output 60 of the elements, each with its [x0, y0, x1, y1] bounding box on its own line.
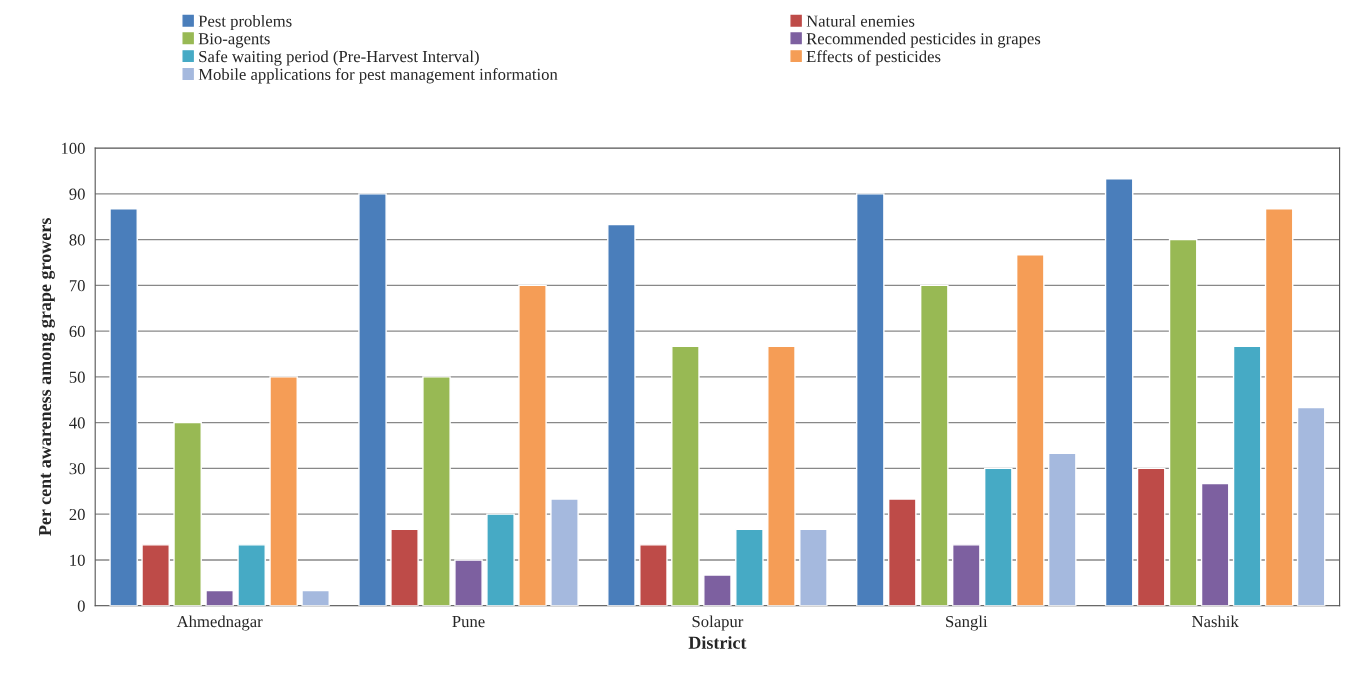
- bar: [269, 376, 298, 606]
- y-tick-label: 80: [69, 234, 85, 246]
- bar: [735, 528, 764, 606]
- bar: [109, 208, 138, 606]
- legend-label: Safe waiting period (Pre-Harvest Interval): [199, 50, 479, 66]
- legend-label: Effects of pesticides: [806, 50, 941, 66]
- bar: [799, 528, 828, 606]
- x-tick-label: Solapur: [692, 615, 744, 631]
- bar: [1136, 467, 1166, 606]
- legend-label: Mobile applications for pest management information: [198, 68, 558, 84]
- x-tick-label: Sangli: [946, 615, 988, 631]
- x-axis-title: District: [688, 636, 747, 649]
- bar: [1168, 238, 1198, 606]
- bar: [454, 559, 483, 606]
- bar: [358, 193, 387, 606]
- bar: [141, 544, 170, 606]
- y-axis-title: Per cent awareness among grape growers: [39, 218, 55, 536]
- bar: [205, 589, 234, 606]
- y-tick-label: 30: [69, 463, 85, 475]
- bar: [983, 467, 1013, 606]
- bar: [1264, 208, 1294, 606]
- legend-label: Recommended pesticides in grapes: [806, 32, 1041, 48]
- legend-label: Natural enemies: [806, 15, 915, 27]
- bar: [855, 193, 885, 606]
- y-tick-label: 40: [69, 417, 85, 429]
- legend-label: Bio-agents: [198, 33, 270, 48]
- x-tick-label: Ahmednagar: [176, 615, 263, 631]
- bar: [390, 528, 419, 606]
- bar: [1232, 345, 1262, 606]
- bar: [767, 345, 796, 606]
- bar: [1296, 406, 1326, 606]
- bar: [671, 345, 700, 606]
- y-tick-label: 20: [69, 508, 85, 521]
- bar: [1047, 452, 1077, 606]
- bar: [639, 544, 668, 606]
- x-tick-label: Nashik: [1192, 615, 1239, 628]
- y-tick-label: 70: [69, 280, 85, 292]
- y-tick-label: 10: [70, 554, 85, 566]
- bar: [919, 284, 949, 606]
- x-tick-label: Pune: [452, 616, 485, 628]
- bar: [887, 498, 917, 606]
- bar: [703, 574, 732, 606]
- bar: [422, 376, 451, 606]
- bar: [607, 223, 636, 606]
- bar: [1104, 178, 1134, 606]
- bar: [173, 421, 202, 606]
- bar: [518, 284, 547, 606]
- bar: [301, 589, 330, 606]
- bar: [1200, 482, 1230, 606]
- y-tick-label: 90: [69, 188, 85, 200]
- y-tick-label: 60: [69, 325, 85, 338]
- y-tick-label: 0: [77, 600, 85, 612]
- y-tick-label: 100: [61, 142, 85, 155]
- bar: [486, 513, 515, 606]
- bar: [951, 544, 981, 606]
- y-tick-label: 50: [69, 371, 85, 383]
- bar: [237, 544, 266, 606]
- bar: [1015, 253, 1045, 606]
- bar: [550, 498, 579, 606]
- legend-label: Pest problems: [198, 15, 292, 31]
